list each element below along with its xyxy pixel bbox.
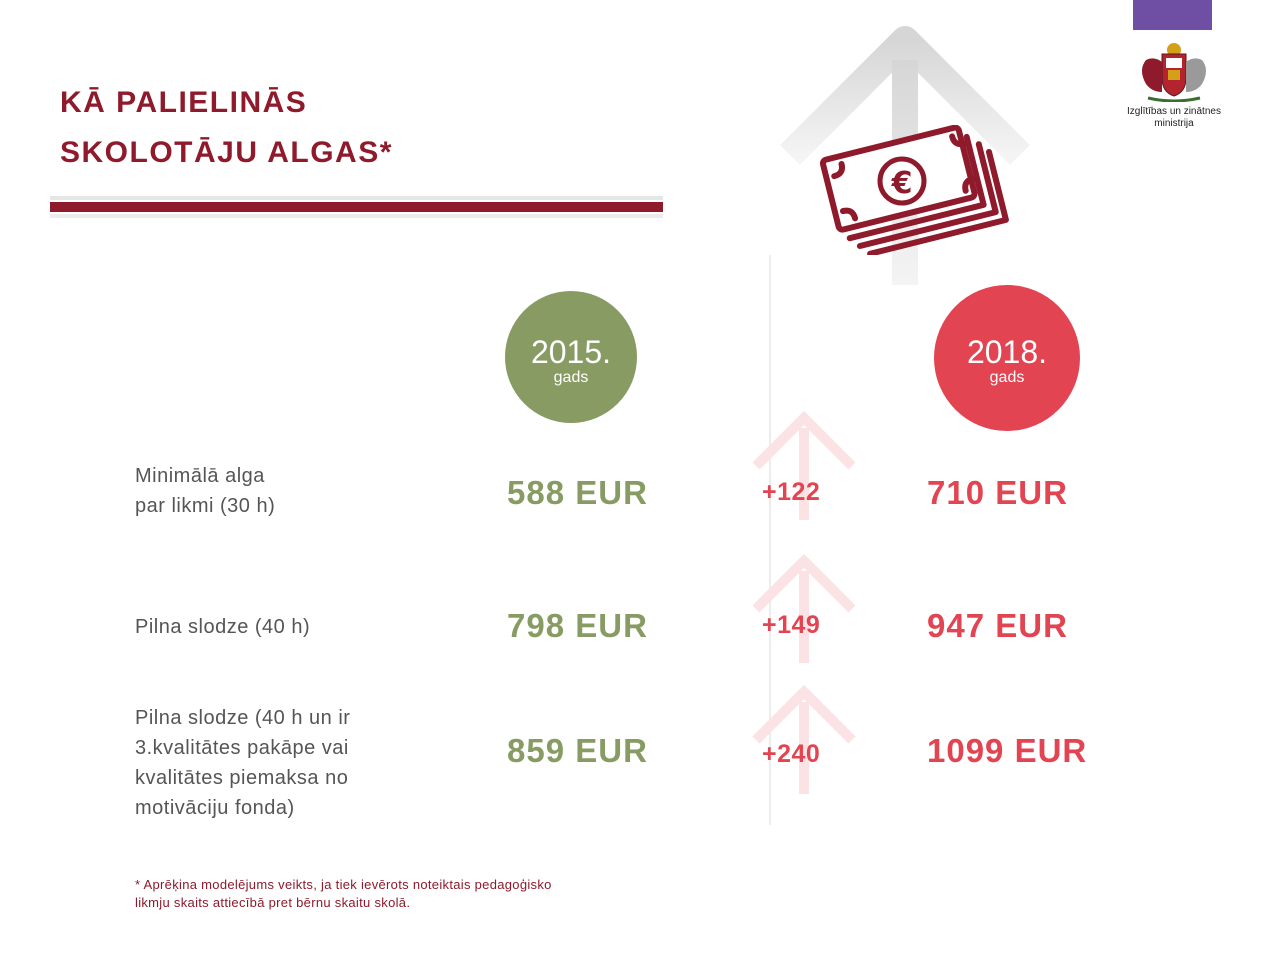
row-label-full-load: Pilna slodze (40 h) xyxy=(135,612,310,642)
logo-text: Izglītības un zinātnes ministrija xyxy=(1124,106,1224,130)
ministry-logo: Izglītības un zinātnes ministrija xyxy=(1124,40,1224,130)
value-2018: 1099 EUR xyxy=(927,732,1088,769)
brand-tab xyxy=(1133,0,1212,30)
value-2018: 710 EUR xyxy=(927,474,1068,511)
row-label-line: par likmi (30 h) xyxy=(135,495,276,517)
value-2015: 798 EUR xyxy=(507,607,648,644)
value-2015: 859 EUR xyxy=(507,732,648,769)
value-2018: 947 EUR xyxy=(927,607,1068,644)
row-label-line: Pilna slodze (40 h) xyxy=(135,616,311,638)
year-2015-badge: 2015. gads xyxy=(505,291,637,423)
page-title: KĀ PALIELINĀS SKOLOTĀJU ALGAS* xyxy=(60,78,393,178)
svg-text:€: € xyxy=(891,166,913,201)
title-underline xyxy=(50,202,663,212)
page-title-line1: KĀ PALIELINĀS xyxy=(60,86,308,119)
row-label-line: kvalitātes piemaksa no xyxy=(135,767,349,789)
footnote: * Aprēķina modelējums veikts, ja tiek ie… xyxy=(135,876,695,912)
title-underline-shadow-bottom xyxy=(50,214,663,218)
up-arrow-icon xyxy=(752,553,856,663)
year-label: 2015. xyxy=(530,334,612,370)
title-underline-shadow-top xyxy=(50,196,663,200)
row-label-line: Minimālā alga xyxy=(135,465,265,487)
row-label-line: 3.kvalitātes pakāpe vai xyxy=(135,737,349,759)
year-2018-badge: 2018. gads xyxy=(934,285,1080,431)
row-label-line: Pilna slodze (40 h un ir xyxy=(135,707,351,729)
row-label-minimum-wage: Minimālā alga par likmi (30 h) xyxy=(135,461,275,521)
money-stack-icon: € xyxy=(820,125,1009,255)
increase-value: +149 xyxy=(762,611,821,639)
increase-value: +122 xyxy=(762,478,821,506)
coat-of-arms-icon xyxy=(1142,43,1206,102)
row-label-full-load-quality: Pilna slodze (40 h un ir 3.kvalitātes pa… xyxy=(135,703,350,823)
column-divider xyxy=(769,255,771,825)
year-sub-label: gads xyxy=(553,369,589,386)
footnote-line2: likmju skaits attiecībā pret bērnu skait… xyxy=(135,895,411,910)
footnote-line1: * Aprēķina modelējums veikts, ja tiek ie… xyxy=(135,877,552,892)
up-arrow-icon xyxy=(752,410,856,520)
logo-text-line2: ministrija xyxy=(1154,118,1194,129)
row-label-line: motivāciju fonda) xyxy=(135,797,295,819)
year-sub-label: gads xyxy=(989,369,1025,386)
increase-value: +240 xyxy=(762,740,821,768)
euro-icon: € xyxy=(877,156,927,206)
year-label: 2018. xyxy=(966,334,1048,370)
up-arrow-icon xyxy=(752,684,856,794)
page-title-line2: SKOLOTĀJU ALGAS* xyxy=(60,136,393,169)
value-2015: 588 EUR xyxy=(507,474,648,511)
logo-text-line1: Izglītības un zinātnes xyxy=(1127,106,1221,117)
